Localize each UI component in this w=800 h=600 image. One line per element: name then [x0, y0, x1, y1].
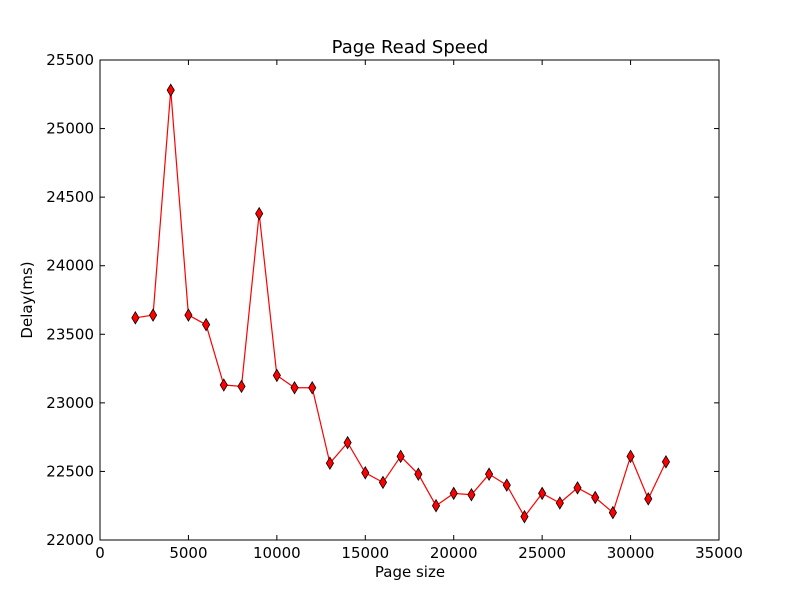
- x-tick-label: 35000: [695, 544, 743, 562]
- x-tick-label: 20000: [430, 544, 478, 562]
- x-tick-label: 5000: [169, 544, 207, 562]
- y-tick-label: 23000: [46, 394, 94, 412]
- data-point: [219, 378, 228, 392]
- x-axis: 0 5000 10000 15000 20000 25000 30000 35000: [95, 60, 743, 562]
- x-tick-label: 25000: [518, 544, 566, 562]
- data-point: [237, 379, 246, 394]
- x-tick-label: 0: [95, 544, 105, 562]
- data-point: [661, 455, 671, 469]
- x-tick-label: 15000: [341, 544, 389, 562]
- data-point: [131, 311, 140, 325]
- data-point: [502, 478, 511, 492]
- plot-area: [99, 59, 720, 541]
- data-point: [467, 487, 476, 502]
- data-point: [626, 449, 635, 464]
- x-tick-label: 30000: [607, 544, 655, 562]
- data-point: [555, 496, 564, 510]
- data-point: [255, 206, 264, 221]
- data-point: [378, 475, 388, 490]
- data-point: [166, 83, 175, 97]
- y-tick-label: 23500: [46, 325, 94, 343]
- y-tick-label: 25000: [46, 120, 94, 138]
- data-point: [449, 486, 458, 501]
- y-axis-label: Delay(ms): [18, 261, 36, 338]
- data-point: [343, 435, 352, 450]
- data-point: [396, 449, 405, 464]
- data-point: [414, 467, 423, 481]
- data-point: [184, 308, 193, 322]
- data-point: [361, 466, 370, 480]
- y-tick-label: 25500: [46, 51, 94, 69]
- x-axis-label: Page size: [375, 563, 445, 581]
- data-point: [538, 486, 547, 501]
- data-point: [485, 467, 494, 481]
- data-point: [202, 317, 211, 332]
- data-point: [431, 498, 441, 513]
- y-tick-label: 24500: [46, 188, 94, 206]
- data-point: [325, 456, 334, 470]
- data-point: [290, 380, 299, 395]
- y-tick-label: 24000: [46, 257, 94, 275]
- series-layer: [131, 83, 671, 524]
- data-point: [520, 509, 529, 524]
- y-axis: 22000 22500 23000 23500 24000 24500 25000 25500: [46, 51, 719, 549]
- data-point: [644, 492, 653, 506]
- data-point: [608, 505, 617, 520]
- chart-title: Page Read Speed: [332, 37, 489, 58]
- data-point: [308, 380, 317, 395]
- data-point: [148, 308, 158, 322]
- data-point: [591, 490, 600, 505]
- x-tick-label: 10000: [253, 544, 301, 562]
- y-tick-label: 22000: [46, 531, 94, 549]
- data-point: [573, 481, 582, 495]
- data-point: [272, 368, 281, 383]
- y-tick-label: 22500: [46, 462, 94, 480]
